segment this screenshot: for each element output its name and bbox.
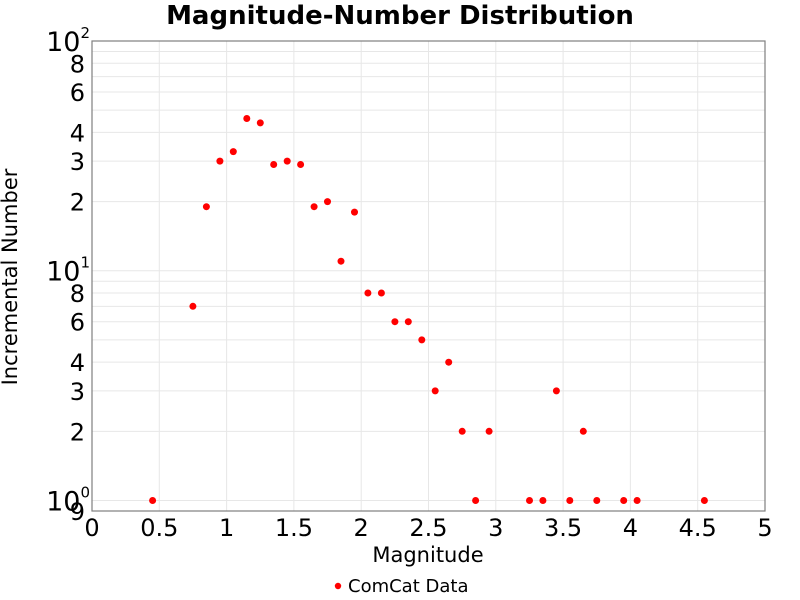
x-tick-label: 3 bbox=[488, 514, 503, 542]
data-point bbox=[351, 208, 358, 216]
data-point bbox=[202, 203, 210, 211]
y-minor-tick-label: 2 bbox=[70, 189, 85, 217]
x-tick-label: 1.5 bbox=[275, 514, 313, 542]
data-point bbox=[485, 427, 493, 435]
data-point bbox=[431, 387, 439, 395]
data-point bbox=[472, 497, 480, 504]
x-tick-label: 2.5 bbox=[409, 514, 447, 542]
data-point bbox=[243, 115, 251, 122]
y-minor-tick-label: 8 bbox=[70, 280, 85, 308]
data-point bbox=[216, 157, 224, 165]
y-minor-tick-label: 2 bbox=[70, 418, 85, 446]
data-point bbox=[364, 289, 372, 297]
legend: ComCat Data bbox=[334, 576, 468, 597]
data-point bbox=[552, 387, 560, 395]
y-minor-tick-label: 3 bbox=[70, 148, 85, 176]
data-point bbox=[445, 358, 453, 366]
data-point bbox=[633, 497, 641, 504]
data-point bbox=[593, 497, 601, 504]
x-tick-label: 2 bbox=[354, 514, 369, 542]
data-point bbox=[310, 203, 318, 211]
x-tick-label: 5 bbox=[757, 514, 772, 542]
y-minor-tick-label: 4 bbox=[70, 119, 85, 147]
data-point bbox=[458, 427, 466, 435]
data-points bbox=[149, 115, 708, 504]
chart-title: Magnitude-Number Distribution bbox=[166, 1, 634, 31]
x-tick-labels: 0 0.5 1 1.5 2 2.5 3 3.5 4 4.5 5 bbox=[84, 514, 772, 542]
gridlines bbox=[91, 40, 766, 511]
data-point bbox=[324, 198, 331, 206]
y-minor-tick-label: 6 bbox=[70, 79, 85, 107]
y-major-tick-label: 100 bbox=[46, 483, 90, 517]
y-minor-tick-label: 9 bbox=[70, 498, 85, 526]
data-point bbox=[418, 336, 426, 344]
y-axis-label: Incremental Number bbox=[0, 168, 22, 385]
legend-marker-icon bbox=[334, 582, 342, 590]
y-minor-tick-label: 6 bbox=[70, 309, 85, 337]
data-point bbox=[229, 148, 237, 156]
legend-label: ComCat Data bbox=[348, 576, 468, 597]
data-point bbox=[377, 289, 385, 297]
y-minor-tick-label: 3 bbox=[70, 378, 85, 406]
data-point bbox=[526, 497, 533, 504]
x-tick-label: 0 bbox=[84, 514, 99, 542]
y-minor-tick-label: 8 bbox=[70, 50, 85, 78]
data-point bbox=[620, 497, 628, 504]
x-tick-label: 1 bbox=[219, 514, 234, 542]
data-point bbox=[404, 318, 412, 326]
data-point bbox=[391, 318, 399, 326]
plot-border bbox=[91, 40, 766, 512]
data-point bbox=[270, 161, 278, 168]
x-tick-label: 4 bbox=[623, 514, 638, 542]
x-tick-label: 3.5 bbox=[544, 514, 582, 542]
y-minor-tick-label: 4 bbox=[70, 349, 85, 377]
data-point bbox=[256, 119, 264, 127]
y-major-tick-label: 101 bbox=[46, 254, 90, 288]
data-point bbox=[539, 497, 547, 504]
x-tick-label: 4.5 bbox=[679, 514, 717, 542]
data-point bbox=[149, 497, 157, 504]
data-point bbox=[579, 427, 587, 435]
data-point bbox=[297, 161, 305, 168]
data-point bbox=[283, 157, 291, 165]
x-axis-label: Magnitude bbox=[372, 543, 483, 567]
data-point bbox=[337, 257, 345, 265]
data-point bbox=[700, 497, 708, 504]
x-tick-label: 0.5 bbox=[140, 514, 178, 542]
data-point bbox=[189, 302, 197, 310]
y-major-tick-label: 102 bbox=[46, 24, 90, 58]
data-point bbox=[566, 497, 574, 504]
